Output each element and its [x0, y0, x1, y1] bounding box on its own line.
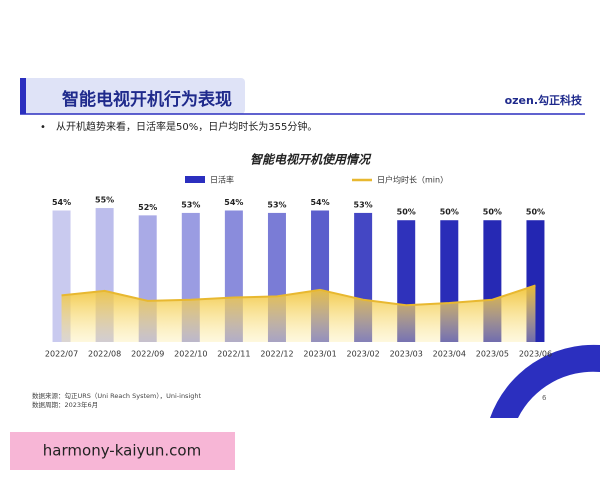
x-tick-label: 2023/06: [519, 350, 552, 359]
chart-title: 智能电视开机使用情况: [250, 153, 372, 167]
x-tick-label: 2022/12: [260, 350, 293, 359]
x-tick-label: 2022/10: [174, 350, 207, 359]
value-label: 50%: [440, 208, 459, 217]
line: [61, 284, 536, 307]
value-label: 54%: [52, 198, 71, 207]
value-label: 50%: [397, 208, 416, 217]
x-tick-label: 2022/07: [45, 350, 78, 359]
x-tick-label: 2022/08: [88, 350, 121, 359]
watermark: harmony-kaiyun.com: [43, 442, 201, 460]
area: [61, 285, 536, 342]
page-number: 6: [542, 394, 547, 402]
value-label: 53%: [267, 200, 286, 209]
period-note: 数据周期：2023年6月: [32, 400, 98, 409]
logo: ozen.勾正科技: [505, 93, 583, 107]
title-band: [20, 78, 245, 114]
decor-arc: [490, 344, 600, 418]
value-label: 50%: [526, 208, 545, 217]
value-label: 50%: [483, 208, 502, 217]
value-label: 54%: [224, 198, 243, 207]
value-label: 52%: [138, 203, 157, 212]
title-accent: [20, 78, 26, 114]
x-tick-label: 2022/11: [217, 350, 250, 359]
bullet-dot: •: [40, 122, 46, 133]
value-label: 55%: [95, 196, 114, 205]
value-label: 54%: [310, 198, 329, 207]
legend-label: 日活率: [210, 175, 234, 185]
watermark-box: [10, 432, 235, 470]
x-tick-label: 2023/02: [347, 350, 380, 359]
x-tick-label: 2023/03: [390, 350, 423, 359]
bullet-text: 从开机趋势来看，日活率是50%，日户均时长为355分钟。: [56, 120, 317, 133]
x-tick-label: 2023/01: [303, 350, 336, 359]
legend-label: 日户均时长（min）: [377, 175, 448, 185]
x-tick-label: 2022/09: [131, 350, 164, 359]
value-label: 53%: [354, 200, 373, 209]
source-note: 数据来源：勾正URS（Uni Reach System），Uni-insight: [32, 391, 201, 400]
x-tick-label: 2023/04: [433, 350, 466, 359]
legend-swatch: [185, 176, 205, 183]
slide-title: 智能电视开机行为表现: [62, 89, 232, 110]
x-tick-label: 2023/05: [476, 350, 509, 359]
value-label: 53%: [181, 200, 200, 209]
